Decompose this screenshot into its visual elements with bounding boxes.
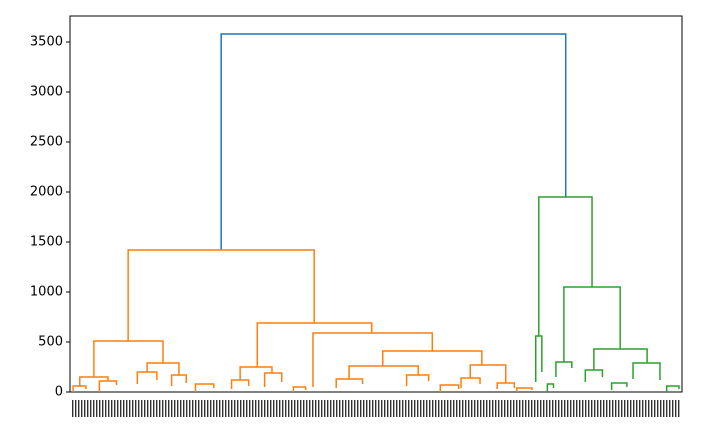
link bbox=[538, 196, 593, 336]
plot-frame bbox=[69, 15, 683, 393]
link bbox=[127, 249, 315, 341]
link bbox=[72, 385, 87, 392]
link bbox=[381, 350, 483, 366]
y-tick-label: 1500 bbox=[30, 235, 63, 250]
link bbox=[563, 286, 621, 362]
link bbox=[239, 366, 273, 380]
link bbox=[469, 364, 507, 383]
y-tick-label: 0 bbox=[55, 385, 63, 400]
y-tick-label: 2500 bbox=[30, 135, 63, 150]
link bbox=[79, 376, 109, 386]
link bbox=[584, 369, 604, 382]
link bbox=[460, 377, 481, 388]
link bbox=[665, 385, 680, 392]
link bbox=[256, 322, 373, 367]
link bbox=[632, 362, 661, 380]
link bbox=[230, 379, 250, 389]
link bbox=[534, 335, 543, 382]
link bbox=[348, 365, 419, 379]
link bbox=[439, 384, 460, 392]
link bbox=[546, 383, 555, 392]
link bbox=[263, 372, 283, 387]
y-tick-label: 3500 bbox=[30, 35, 63, 50]
link bbox=[170, 374, 188, 386]
link bbox=[312, 332, 434, 387]
link bbox=[405, 374, 430, 386]
link bbox=[610, 382, 628, 390]
link bbox=[555, 361, 573, 377]
link bbox=[194, 383, 215, 392]
link bbox=[593, 348, 648, 370]
y-tick-label: 500 bbox=[38, 335, 63, 350]
link bbox=[93, 340, 164, 377]
y-tick-label: 3000 bbox=[30, 85, 63, 100]
link bbox=[146, 362, 180, 375]
link bbox=[292, 386, 307, 392]
link bbox=[98, 380, 118, 392]
y-tick-label: 2000 bbox=[30, 185, 63, 200]
link bbox=[516, 387, 533, 392]
leaf-labels bbox=[71, 400, 681, 417]
y-tick-label: 1000 bbox=[30, 285, 63, 300]
link bbox=[335, 378, 364, 388]
link bbox=[496, 382, 516, 389]
link bbox=[136, 371, 158, 384]
link bbox=[220, 33, 567, 250]
